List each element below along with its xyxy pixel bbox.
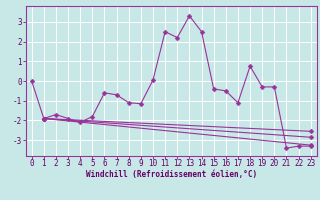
X-axis label: Windchill (Refroidissement éolien,°C): Windchill (Refroidissement éolien,°C) [86, 170, 257, 179]
